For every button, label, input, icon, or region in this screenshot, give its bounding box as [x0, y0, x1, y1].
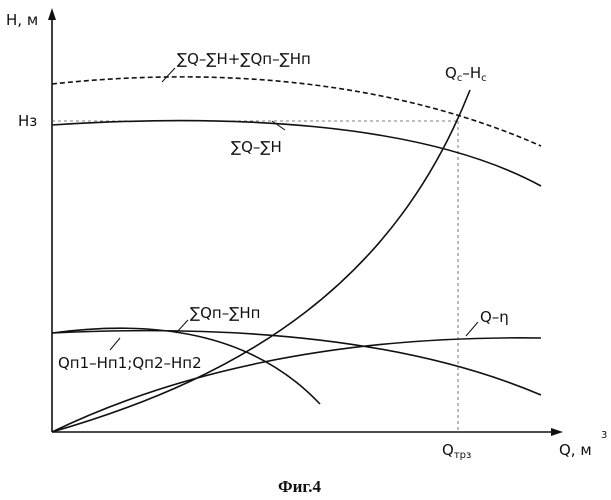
total-dashed-curve-label: ∑Q–∑H+∑Qп–∑Hп: [177, 50, 311, 68]
qtr3-label: Qтрз: [442, 441, 471, 461]
efficiency-curve-label: Q–η: [480, 308, 509, 326]
x-axis-arrow-icon: [551, 428, 563, 436]
efficiency-leader: [466, 322, 478, 336]
y-axis-arrow-icon: [48, 8, 56, 20]
total-with-pumps-curve: [52, 77, 541, 146]
total-dashed-leader: [162, 68, 175, 82]
total-curve-label: ∑Q–∑H: [231, 138, 282, 156]
network-curve-label: Qc–Hc: [445, 64, 487, 84]
h3-label: Hз: [18, 112, 37, 130]
x-axis-unit-exponent: 3: [601, 430, 607, 441]
total-leader: [272, 121, 285, 130]
efficiency-curve: [52, 338, 541, 432]
individual-leader: [110, 338, 120, 350]
figure-caption: Фиг.4: [278, 477, 321, 496]
x-axis-label: Q, м: [559, 441, 592, 459]
total-curve: [52, 121, 541, 186]
pump-sum-curve-label: ∑Qп–∑Hп: [190, 304, 260, 322]
individual-pump-curve-label: Qп1–Hп1;Qп2–Hп2: [58, 354, 202, 372]
y-axis-label: H, м: [6, 11, 38, 29]
